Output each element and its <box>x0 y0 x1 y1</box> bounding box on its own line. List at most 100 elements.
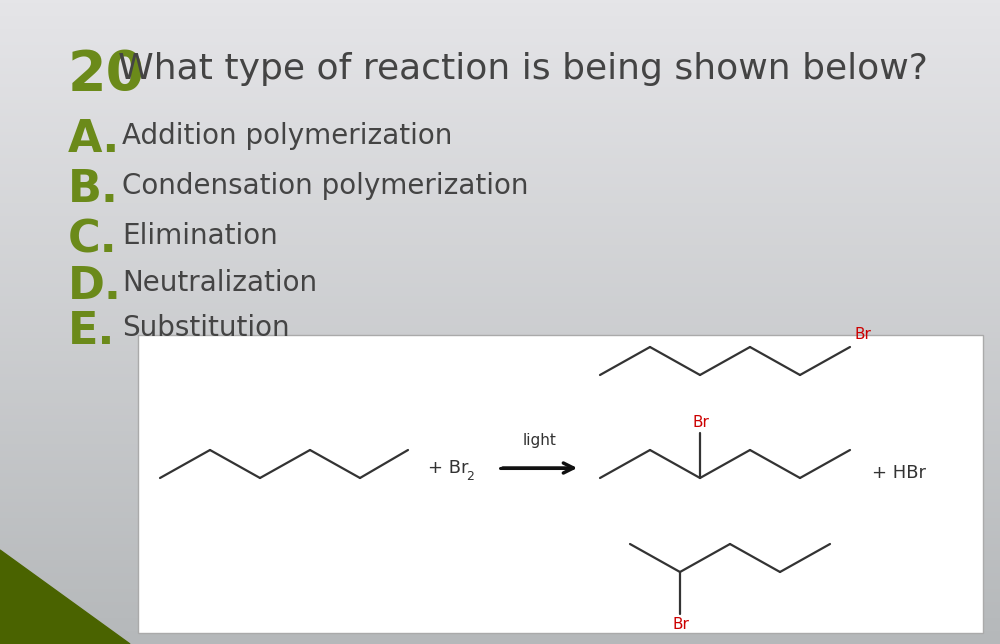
Bar <box>0 412 1000 415</box>
Bar <box>0 113 1000 116</box>
Bar <box>0 106 1000 109</box>
Bar <box>0 576 1000 580</box>
Text: 20: 20 <box>68 48 145 102</box>
Bar <box>0 196 1000 200</box>
Bar <box>0 544 1000 547</box>
Bar <box>0 232 1000 235</box>
Text: Neutralization: Neutralization <box>122 269 317 297</box>
Bar <box>0 609 1000 612</box>
Text: Br: Br <box>855 327 872 342</box>
Bar <box>0 454 1000 457</box>
Bar <box>0 567 1000 570</box>
Bar <box>0 200 1000 203</box>
Bar <box>0 29 1000 32</box>
Bar <box>0 557 1000 560</box>
Bar <box>0 267 1000 270</box>
Bar <box>0 52 1000 55</box>
Bar <box>0 42 1000 45</box>
Bar <box>0 87 1000 90</box>
Bar <box>0 438 1000 441</box>
Bar <box>0 554 1000 557</box>
Bar <box>0 39 1000 42</box>
Bar <box>0 486 1000 489</box>
Bar <box>0 306 1000 309</box>
Bar <box>0 58 1000 61</box>
Text: Condensation polymerization: Condensation polymerization <box>122 172 528 200</box>
Bar <box>0 109 1000 113</box>
Bar <box>0 483 1000 486</box>
Bar <box>0 528 1000 531</box>
Bar <box>0 280 1000 283</box>
Bar <box>0 596 1000 599</box>
Bar <box>0 180 1000 184</box>
Bar <box>0 515 1000 518</box>
Bar <box>0 634 1000 638</box>
Bar <box>0 161 1000 164</box>
Bar <box>0 589 1000 592</box>
Bar <box>0 293 1000 296</box>
Bar <box>0 351 1000 354</box>
Bar <box>0 602 1000 605</box>
Text: D.: D. <box>68 265 122 308</box>
Bar <box>0 158 1000 161</box>
Bar <box>0 583 1000 586</box>
Bar <box>0 328 1000 332</box>
Bar <box>0 287 1000 290</box>
Bar <box>0 45 1000 48</box>
Bar <box>0 13 1000 16</box>
Bar <box>0 167 1000 171</box>
Text: B.: B. <box>68 168 119 211</box>
Bar <box>0 80 1000 84</box>
Text: + HBr: + HBr <box>872 464 926 482</box>
Bar <box>0 354 1000 357</box>
Bar <box>0 142 1000 145</box>
Bar <box>0 560 1000 564</box>
Bar <box>0 319 1000 322</box>
Bar <box>0 621 1000 625</box>
Bar <box>0 396 1000 399</box>
Bar <box>0 522 1000 525</box>
Bar <box>0 100 1000 103</box>
Text: 2: 2 <box>466 469 474 482</box>
Bar <box>0 213 1000 216</box>
Bar <box>0 248 1000 251</box>
Bar <box>0 103 1000 106</box>
Bar <box>0 209 1000 213</box>
Bar <box>0 506 1000 509</box>
Bar <box>0 93 1000 97</box>
Bar <box>0 425 1000 428</box>
Text: Br: Br <box>672 617 689 632</box>
Bar <box>0 435 1000 438</box>
Bar <box>0 55 1000 58</box>
Bar <box>0 174 1000 177</box>
Bar <box>0 335 1000 338</box>
Bar <box>0 541 1000 544</box>
Bar <box>0 618 1000 621</box>
Bar <box>0 386 1000 390</box>
Bar <box>0 322 1000 325</box>
Bar <box>0 364 1000 367</box>
Bar <box>0 74 1000 77</box>
Bar <box>0 615 1000 618</box>
Bar <box>0 499 1000 502</box>
Bar <box>0 357 1000 361</box>
Bar <box>0 203 1000 206</box>
Bar <box>0 338 1000 341</box>
Text: Addition polymerization: Addition polymerization <box>122 122 452 150</box>
Bar <box>0 586 1000 589</box>
Bar <box>0 573 1000 576</box>
Bar <box>0 367 1000 370</box>
Bar <box>0 151 1000 155</box>
Bar <box>0 580 1000 583</box>
Bar <box>0 145 1000 148</box>
Bar <box>0 48 1000 52</box>
Text: What type of reaction is being shown below?: What type of reaction is being shown bel… <box>118 52 928 86</box>
Bar <box>0 480 1000 483</box>
Bar <box>0 3 1000 6</box>
Bar <box>0 470 1000 473</box>
Bar <box>0 535 1000 538</box>
Bar <box>0 341 1000 345</box>
Bar <box>0 296 1000 299</box>
Bar <box>0 551 1000 554</box>
Bar <box>0 164 1000 167</box>
